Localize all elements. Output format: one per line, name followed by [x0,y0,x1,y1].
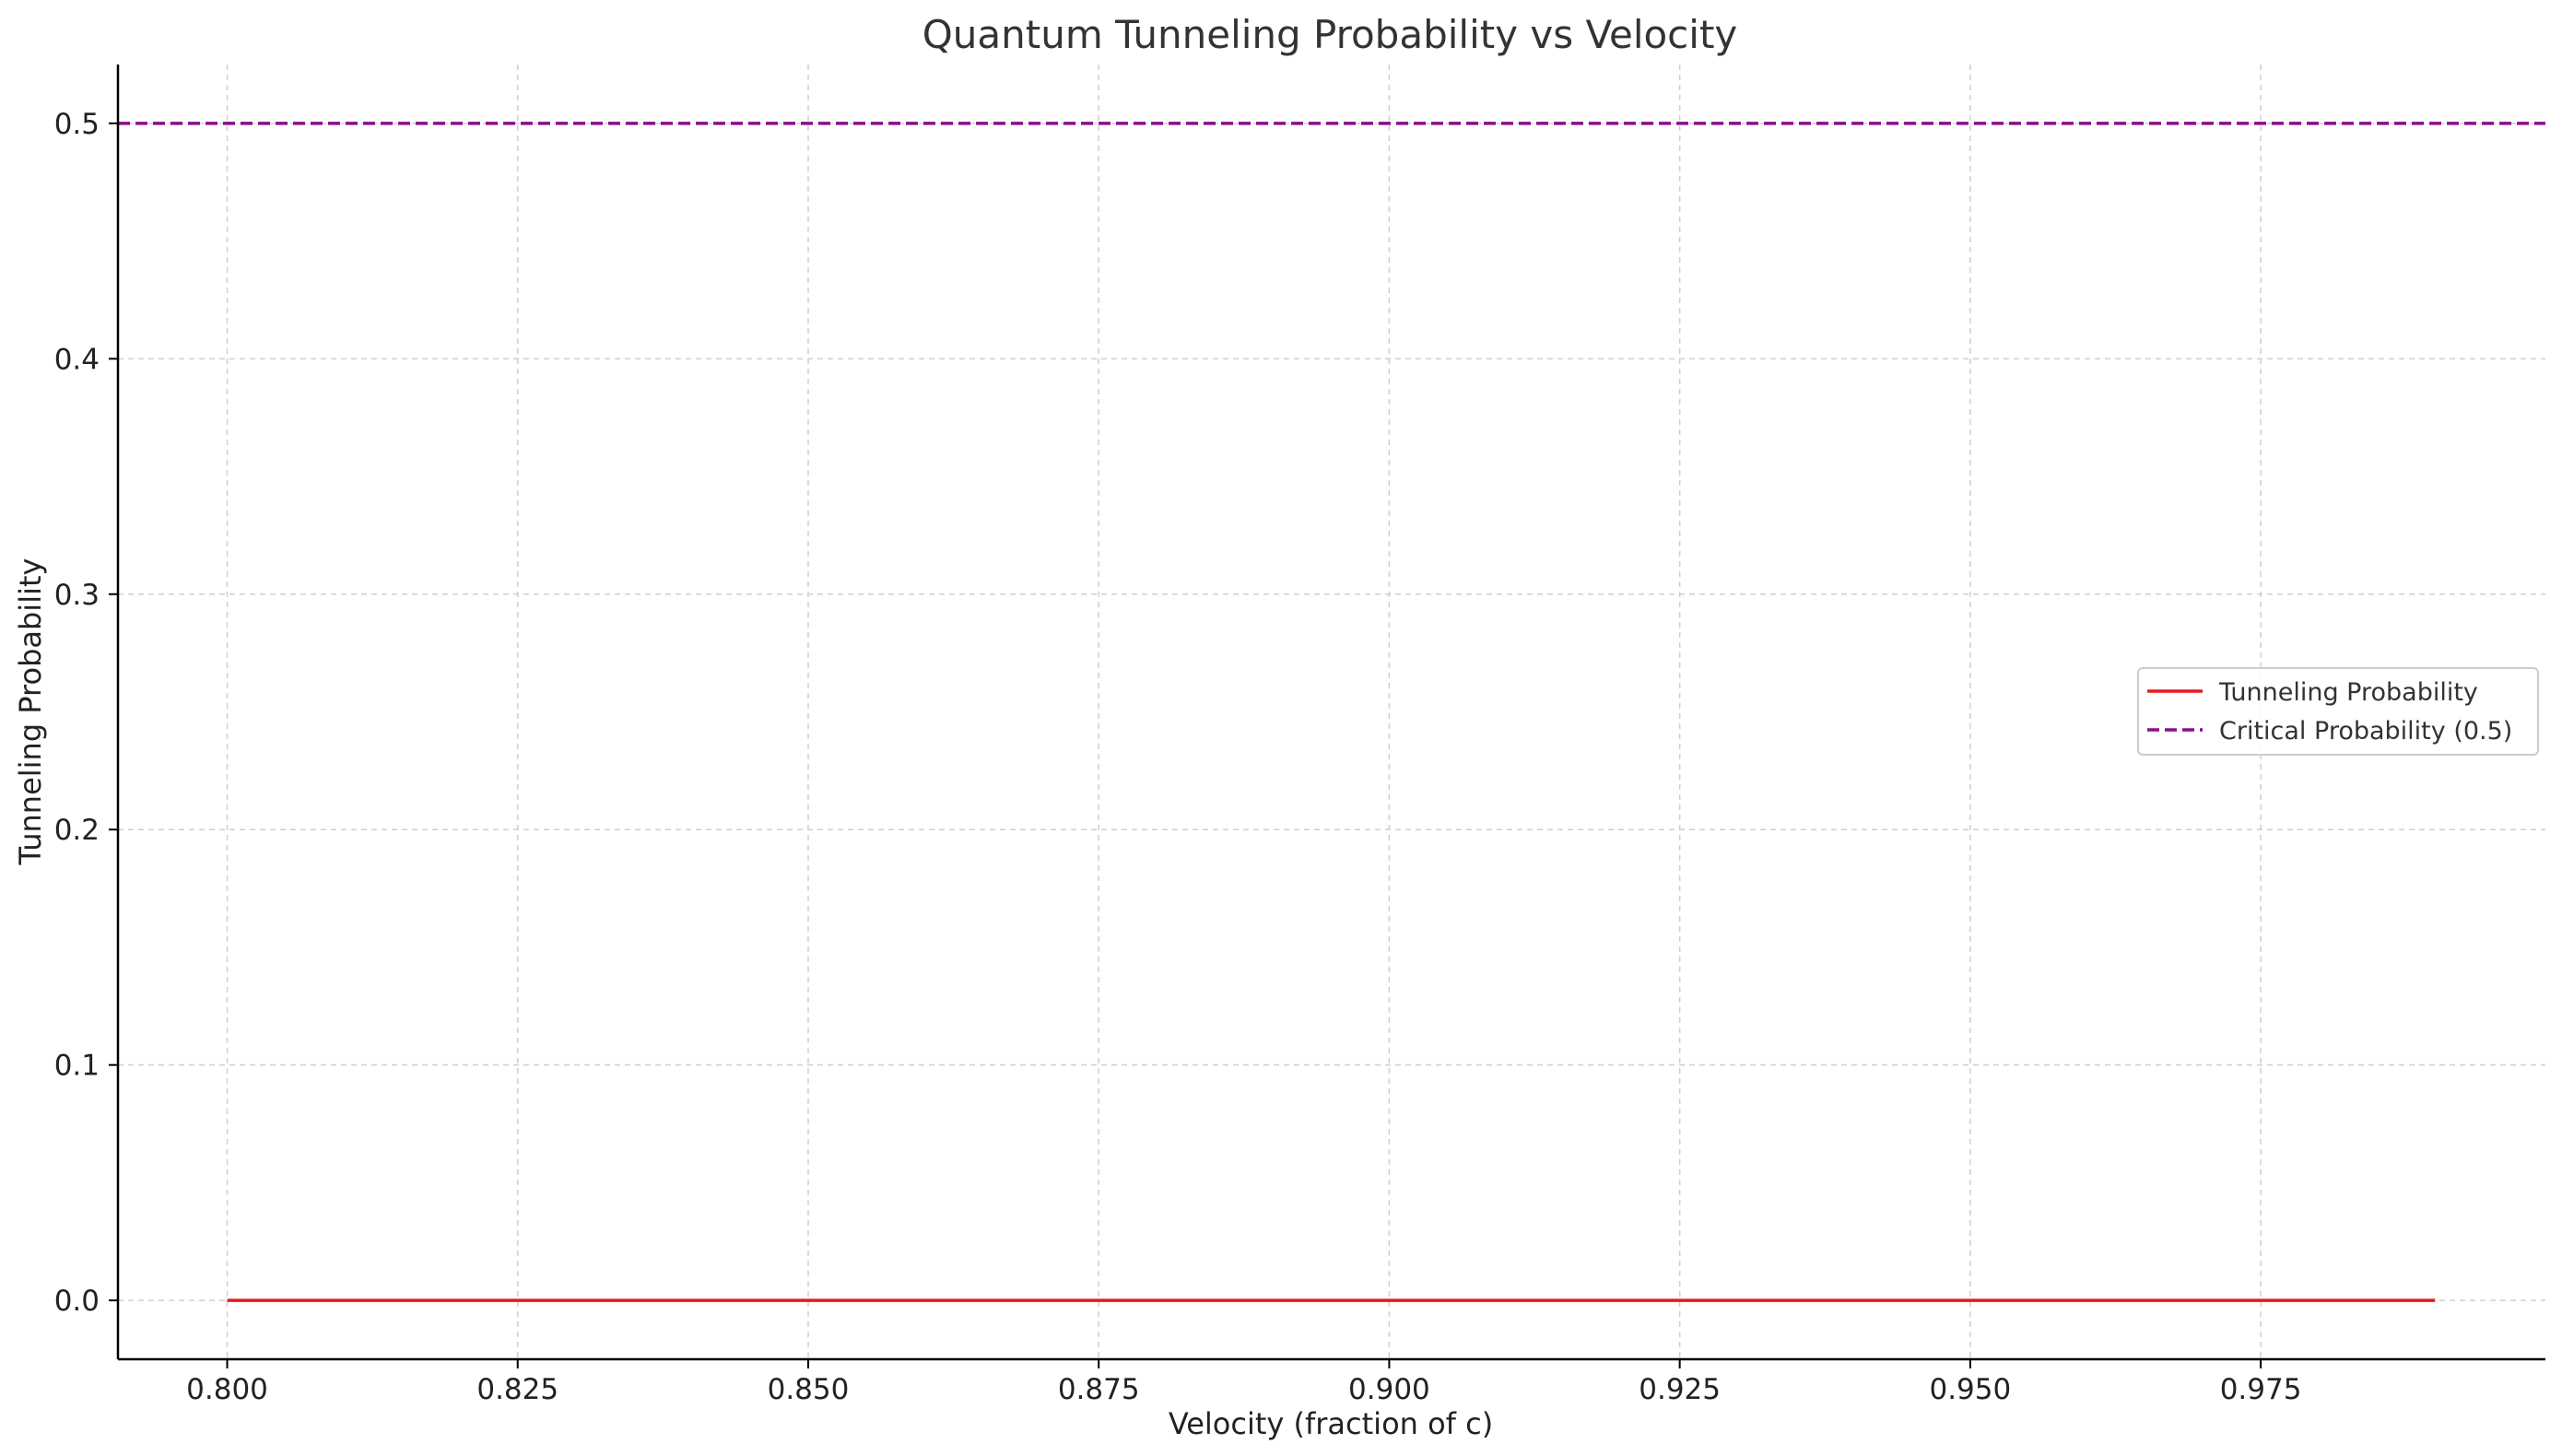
chart-title: Quantum Tunneling Probability vs Velocit… [923,12,1738,57]
series-layer [118,122,2545,1302]
x-tick-label: 0.925 [1639,1373,1721,1406]
y-tick-label: 0.2 [54,814,100,847]
x-tick-label: 0.900 [1348,1373,1430,1406]
x-tick-label: 0.850 [768,1373,850,1406]
y-tick-label: 0.5 [54,108,100,141]
x-ticks: 0.800 0.825 0.850 0.875 0.900 0.925 0.950 0.975 [186,1359,2301,1406]
y-tick-label: 0.0 [54,1285,100,1318]
y-axis-label: Tunneling Probability [13,558,48,866]
x-tick-label: 0.825 [476,1373,558,1406]
x-tick-label: 0.975 [2220,1373,2302,1406]
x-axis-label: Velocity (fraction of c) [1169,1406,1493,1441]
x-tick-label: 0.875 [1058,1373,1140,1406]
x-tick-label: 0.950 [1929,1373,2011,1406]
y-tick-label: 0.3 [54,579,100,612]
legend: Tunneling Probability Critical Probabili… [2137,667,2539,756]
y-ticks: 0.0 0.1 0.2 0.3 0.4 0.5 [54,108,118,1318]
legend-label-critical: Critical Probability (0.5) [2219,717,2512,746]
legend-label-tunneling: Tunneling Probability [2218,678,2478,707]
x-tick-label: 0.800 [186,1373,268,1406]
y-tick-label: 0.1 [54,1050,100,1083]
legend-box [2137,667,2539,756]
grid [118,65,2545,1359]
y-tick-label: 0.4 [54,343,100,376]
